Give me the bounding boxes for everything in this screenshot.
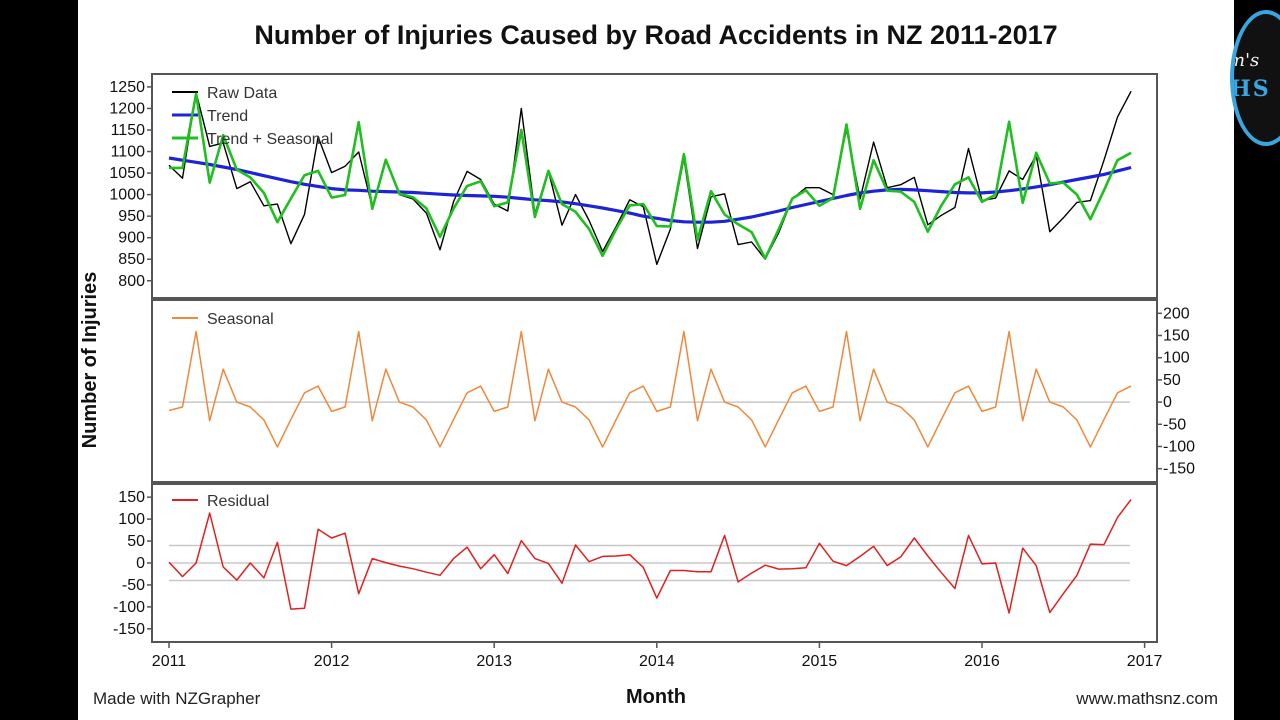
y-tick-label: 1150 <box>111 122 146 139</box>
y-tick-label: 0 <box>136 555 145 572</box>
y-tick-label: -50 <box>1163 416 1186 433</box>
series-line-trend-seasonal <box>169 92 1132 260</box>
x-tick-label: 2012 <box>314 653 350 670</box>
y-tick-label: 1050 <box>109 165 145 182</box>
chart-frame: Number of Injuries Caused by Road Accide… <box>78 0 1234 720</box>
y-tick-label: 100 <box>118 511 145 528</box>
y-tick-label: 850 <box>118 251 145 268</box>
logo-text-top: m's <box>1230 50 1260 71</box>
chart: Number of Injuries Caused by Road Accide… <box>79 20 1218 708</box>
y-tick-label: 1250 <box>109 79 145 96</box>
y-tick-label: -50 <box>122 577 145 594</box>
legend-label: Trend <box>207 108 248 125</box>
y-tick-label: 950 <box>118 208 145 225</box>
x-tick-label: 2015 <box>802 653 838 670</box>
y-tick-label: 50 <box>1163 372 1181 389</box>
y-tick-label: 1000 <box>109 187 145 204</box>
footer-credit: Made with NZGrapher <box>93 689 261 708</box>
y-tick-label: -150 <box>113 621 145 638</box>
y-tick-label: -150 <box>1163 461 1195 478</box>
y-tick-label: 800 <box>118 273 145 290</box>
series-line-raw-data <box>168 90 1132 266</box>
y-tick-label: 200 <box>1163 305 1190 322</box>
series-line-residual <box>168 498 1132 614</box>
x-tick-label: 2011 <box>152 653 187 670</box>
y-tick-label: 150 <box>118 489 145 506</box>
x-tick-label: 2014 <box>639 653 675 670</box>
panel-frame-1 <box>151 299 1158 483</box>
y-tick-label: 50 <box>127 533 145 550</box>
legend-label: Seasonal <box>207 311 274 328</box>
legend-label: Residual <box>207 493 269 510</box>
legend-label: Raw Data <box>207 85 277 102</box>
y-tick-label: 0 <box>1163 394 1172 411</box>
chart-title: Number of Injuries Caused by Road Accide… <box>254 20 1057 50</box>
y-tick-label: 150 <box>1163 328 1190 345</box>
x-axis-label: Month <box>626 686 686 708</box>
y-tick-label: 900 <box>118 230 145 247</box>
logo-text-bottom: HS <box>1230 76 1271 102</box>
x-tick-label: 2017 <box>1127 653 1163 670</box>
y-axis-label: Number of Injuries <box>79 272 101 449</box>
footer-url: www.mathsnz.com <box>1075 689 1218 708</box>
channel-logo: m's HS <box>1230 10 1280 146</box>
y-tick-label: 100 <box>1163 350 1190 367</box>
x-tick-label: 2013 <box>476 653 512 670</box>
x-tick-label: 2016 <box>964 653 1000 670</box>
legend-label: Trend + Seasonal <box>207 131 333 148</box>
series-line-seasonal <box>168 330 1132 448</box>
panel-frame-0 <box>151 73 1158 299</box>
y-tick-label: 1100 <box>111 144 146 161</box>
y-tick-label: 1200 <box>109 100 145 117</box>
y-tick-label: -100 <box>113 599 145 616</box>
y-tick-label: -100 <box>1163 438 1195 455</box>
